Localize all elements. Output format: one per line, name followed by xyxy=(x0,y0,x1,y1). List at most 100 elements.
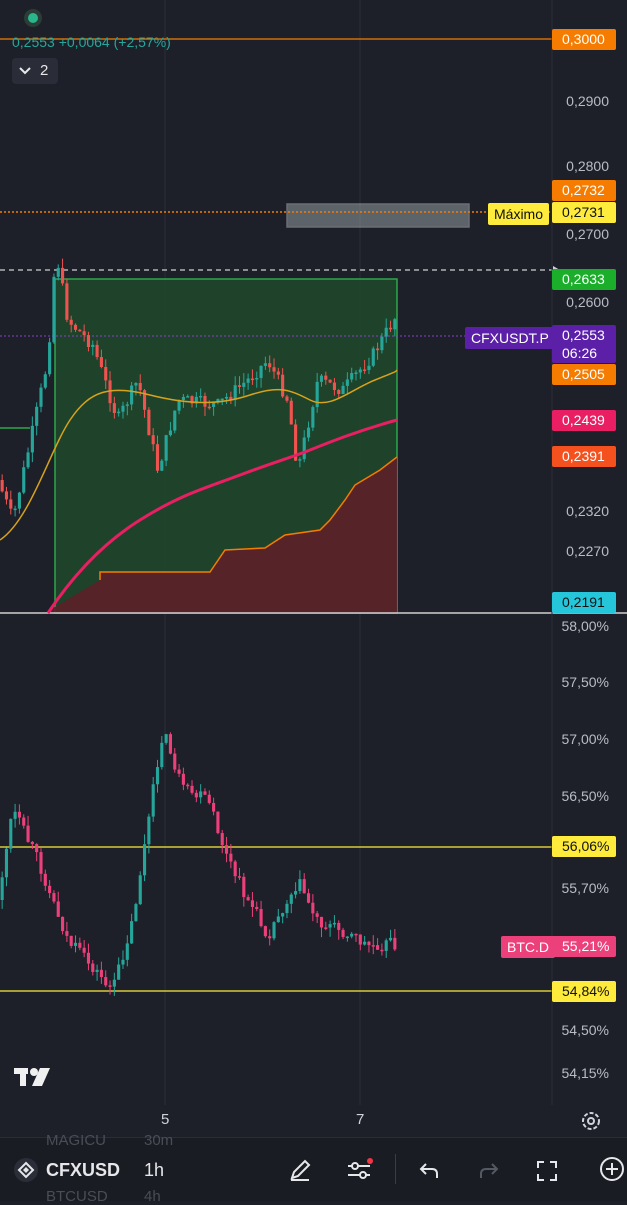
candle-body xyxy=(56,267,60,277)
candle-body xyxy=(125,943,129,960)
candle-body xyxy=(224,845,229,854)
price-axis-label: 0,2700 xyxy=(566,226,609,242)
chart-canvas[interactable] xyxy=(0,0,627,1137)
candle-body xyxy=(91,344,95,347)
candle-body xyxy=(345,379,349,386)
indicator-axis-label: 55,70% xyxy=(561,880,609,896)
candle-body xyxy=(0,877,4,900)
candle-body xyxy=(216,399,220,403)
symbol-logo-icon[interactable] xyxy=(14,1158,38,1182)
candle-body xyxy=(104,977,108,986)
maximo-label: Máximo xyxy=(488,203,550,225)
candle-body xyxy=(35,406,39,426)
candle-body xyxy=(186,396,190,398)
redo-icon[interactable] xyxy=(478,1160,500,1185)
candle-body xyxy=(112,979,116,987)
candle-body xyxy=(319,375,324,382)
candle-body xyxy=(125,404,129,406)
x-axis-label: 7 xyxy=(356,1111,365,1128)
candle-body xyxy=(43,873,47,886)
candle-body xyxy=(65,931,69,936)
candle-body xyxy=(112,403,116,413)
candle-body xyxy=(194,396,198,404)
candle-body xyxy=(9,818,13,849)
candle-body xyxy=(268,363,272,368)
indicator-axis-label: 57,50% xyxy=(561,674,609,690)
candle-body xyxy=(259,365,263,378)
ma-pink-line xyxy=(46,418,398,614)
candle-body xyxy=(39,852,43,874)
candle-body xyxy=(380,949,384,952)
candle-body xyxy=(73,942,78,946)
drawing-pencil-icon[interactable] xyxy=(288,1158,312,1187)
price-axis-label: 0,2900 xyxy=(566,93,609,109)
candle-body xyxy=(190,785,194,793)
candle-body xyxy=(255,377,259,380)
candle-body xyxy=(199,791,203,798)
collapse-indicators-button[interactable]: 2 xyxy=(12,58,58,84)
candle-body xyxy=(35,844,39,853)
candle-body xyxy=(151,435,155,445)
indicator-tag-54-84: 54,84% xyxy=(552,981,616,1002)
ghost-symbol-top: MAGICU xyxy=(46,1132,106,1149)
candle-body xyxy=(190,396,194,404)
candle-body xyxy=(263,926,267,937)
candle-body xyxy=(281,374,285,397)
interval-button[interactable]: 1h xyxy=(144,1160,165,1180)
candle-body xyxy=(22,467,26,493)
candle-body xyxy=(52,276,56,343)
indicator-tag-55-21: 55,21% xyxy=(552,936,616,957)
indicator-axis-label: 56,50% xyxy=(561,788,609,804)
candle-body xyxy=(367,941,371,946)
candle-body xyxy=(160,742,164,768)
candle-body xyxy=(30,841,34,845)
indicators-icon[interactable] xyxy=(346,1158,374,1187)
indicator-axis-label: 57,00% xyxy=(561,731,609,747)
maximo-box xyxy=(286,203,470,228)
candle-body xyxy=(306,427,311,438)
candle-body xyxy=(160,460,164,471)
separator-icon xyxy=(395,1154,396,1184)
candle-body xyxy=(337,390,341,394)
candle-body xyxy=(281,913,285,917)
undo-icon[interactable] xyxy=(418,1160,440,1185)
candle-body xyxy=(358,369,362,373)
candle-body xyxy=(168,430,173,436)
market-status-icon[interactable] xyxy=(24,9,42,27)
candle-body xyxy=(43,374,47,388)
add-chart-icon[interactable] xyxy=(596,1156,627,1187)
candle-body xyxy=(255,906,259,909)
price-axis-label: 0,2270 xyxy=(566,543,609,559)
indicator-axis-label: 54,15% xyxy=(561,1065,609,1081)
chart-settings-icon[interactable] xyxy=(580,1110,602,1137)
ghost-interval-bottom: 4h xyxy=(144,1188,161,1205)
candle-body xyxy=(263,363,267,366)
candle-body xyxy=(78,942,82,948)
candle-body xyxy=(13,508,17,511)
candle-body xyxy=(207,406,211,409)
candle-body xyxy=(4,491,9,500)
candle-body xyxy=(337,922,341,930)
candle-body xyxy=(22,817,26,826)
candle-body xyxy=(306,893,311,903)
candle-body xyxy=(371,348,375,366)
candle-body xyxy=(82,947,86,953)
candle-body xyxy=(289,400,293,425)
btcd-candles xyxy=(0,732,397,996)
price-tag-0-2505: 0,2505 xyxy=(552,364,616,385)
candle-body xyxy=(242,876,246,898)
candle-body xyxy=(155,767,160,785)
candle-body xyxy=(367,365,371,370)
symbol-button[interactable]: CFXUSD xyxy=(46,1160,121,1180)
candle-body xyxy=(388,327,393,330)
candle-body xyxy=(147,816,151,845)
candle-body xyxy=(233,861,237,877)
candle-body xyxy=(363,369,367,371)
candle-body xyxy=(173,753,177,770)
indicator-tag-56-06: 56,06% xyxy=(552,836,616,857)
price-axis-label: 0,2600 xyxy=(566,294,609,310)
candle-body xyxy=(82,331,86,336)
candle-body xyxy=(0,480,4,492)
fullscreen-icon[interactable] xyxy=(536,1160,558,1187)
candle-body xyxy=(250,900,254,907)
